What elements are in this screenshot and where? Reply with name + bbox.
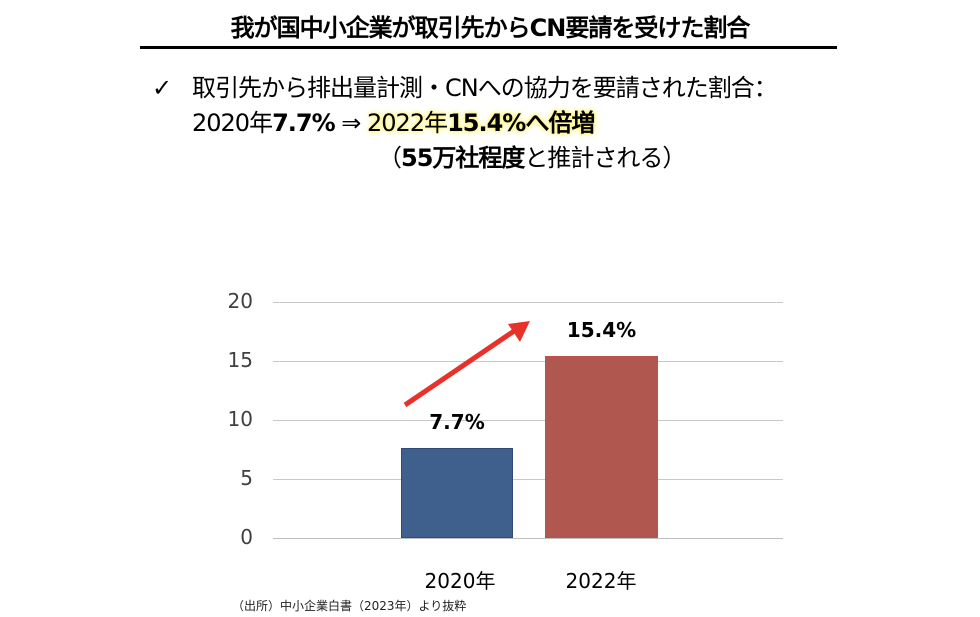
x-label-2022: 2022年 (565, 569, 637, 593)
summary-line-3: （55万社程度と推計される） (378, 142, 686, 174)
value-2020-text: 7.7% (272, 109, 336, 137)
x-label-2020: 2020年 (424, 569, 496, 593)
summary-line-2: 2020年7.7% ⇒ 2022年15.4%へ倍増 (192, 107, 595, 139)
year-2020-text: 2020年 (192, 109, 273, 137)
year-2022-text: 2022年 (367, 109, 448, 137)
gridline-10 (273, 420, 783, 421)
gridline-5 (273, 479, 783, 480)
title-divider (140, 46, 837, 49)
data-label-2020: 7.7% (429, 410, 485, 434)
y-tick-10: 10 (227, 407, 253, 431)
y-tick-20: 20 (227, 289, 253, 313)
arrow-text: ⇒ (334, 109, 368, 137)
y-tick-15: 15 (227, 348, 253, 372)
page-title: 我が国中小企業が取引先からCN要請を受けた割合 (230, 14, 751, 42)
check-icon: ✓ (152, 74, 173, 102)
bar-2022 (545, 356, 658, 538)
x-axis-baseline (273, 538, 783, 539)
paren-open: （ (378, 144, 402, 172)
gridline-15 (273, 361, 783, 362)
bar-2020 (401, 448, 513, 538)
estimate-count: 55万社程度 (401, 144, 525, 172)
value-2022-text: 15.4%へ倍増 (447, 109, 595, 137)
summary-line-1: 取引先から排出量計測・CNへの協力を要請された割合： (192, 74, 778, 102)
y-tick-0: 0 (240, 525, 253, 549)
highlighted-result: 2022年15.4%へ倍増 (367, 109, 595, 137)
estimate-rest: と推計される） (524, 144, 686, 172)
source-note: （出所）中小企業白書（2023年）より抜粋 (232, 599, 467, 613)
data-label-2022: 15.4% (566, 318, 637, 342)
gridline-20 (273, 302, 783, 303)
y-tick-5: 5 (240, 466, 253, 490)
